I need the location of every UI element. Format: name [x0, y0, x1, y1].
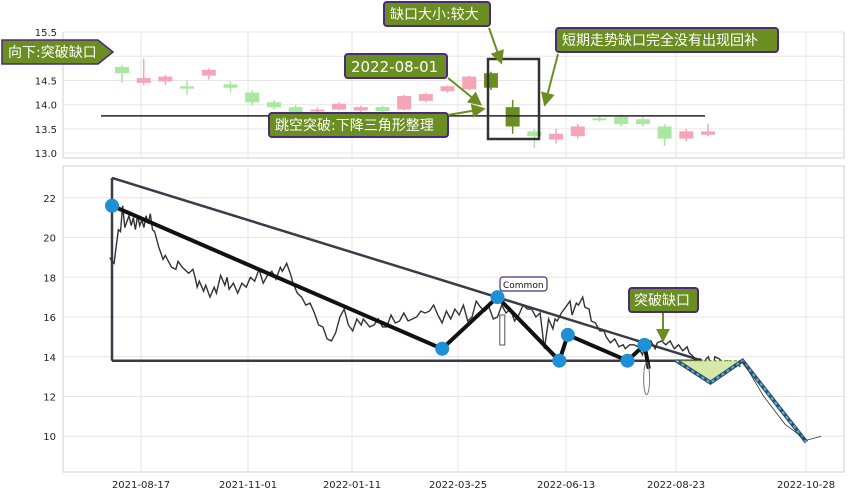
candle-body — [440, 86, 455, 92]
candle-body — [245, 92, 260, 103]
pivot-points — [105, 198, 652, 368]
pivot-point — [490, 290, 505, 305]
candle-body — [353, 107, 368, 111]
candle-body — [136, 78, 151, 83]
price-x-ticks: 2021-08-17 2021-11-01 2022-01-11 2022-03-25… — [112, 480, 835, 491]
candle-body — [332, 103, 347, 110]
candle-body — [701, 131, 715, 135]
y-tick-label: 20 — [43, 234, 56, 245]
candle-body — [288, 107, 303, 112]
candle-body — [375, 107, 390, 111]
pivot-point — [560, 327, 575, 342]
gap-status-label: 短期走势缺口完全没有出现回补 — [541, 27, 779, 107]
pivot-point — [105, 198, 119, 213]
candle-body — [158, 76, 173, 82]
projection — [674, 357, 822, 444]
candle-body — [549, 133, 564, 140]
pivot-point — [637, 337, 652, 352]
gap-highlight-box — [486, 57, 541, 141]
x-tick-label: 2022-01-11 — [323, 480, 381, 491]
gap-markers — [499, 314, 651, 396]
y-tick-label: 13.0 — [35, 149, 57, 160]
projection-arc — [742, 360, 822, 441]
y-tick-label: 15.5 — [35, 28, 57, 39]
gap-pattern-text: 跳空突破:下降三角形整理 — [275, 118, 434, 134]
candle-body — [201, 69, 216, 76]
y-tick-label: 18 — [43, 273, 56, 284]
gap-direction-text: 向下:突破缺口 — [8, 45, 97, 61]
candle-body — [397, 95, 412, 110]
annotation-labels: 向下:突破缺口 缺口大小:较大 短期走势缺口完全没有出现回补 2022-08-0… — [1, 1, 779, 343]
price-panel: 22 20 18 16 14 12 10 2021-08-17 2021-11-01 2022-… — [43, 165, 845, 491]
candle-body — [527, 131, 542, 137]
candle-body — [266, 102, 281, 108]
candle-body — [223, 84, 238, 88]
x-tick-label: 2022-06-13 — [537, 480, 595, 491]
x-tick-label: 2022-03-25 — [429, 480, 487, 491]
price-line — [109, 205, 741, 373]
candle-body — [679, 131, 694, 139]
candle-body — [657, 126, 672, 139]
candle-body — [115, 66, 129, 74]
candle-body — [462, 76, 477, 90]
x-tick-label: 2021-11-01 — [219, 480, 277, 491]
x-tick-label: 2021-08-17 — [112, 480, 170, 491]
gap-date-label: 2022-08-01 — [344, 53, 483, 106]
gap-size-text: 缺口大小:较大 — [390, 7, 479, 23]
breakout-gap-marker — [643, 362, 651, 396]
price-grid — [63, 166, 844, 472]
common-gap-text: Common — [503, 281, 544, 291]
candle-body — [418, 94, 433, 101]
candle-body — [614, 116, 629, 125]
y-tick-label: 16 — [43, 313, 56, 324]
candle-body — [592, 118, 607, 121]
candle-body — [570, 126, 585, 137]
breakout-label: 突破缺口 — [628, 287, 699, 343]
gap-pattern-label: 跳空突破:下降三角形整理 — [268, 103, 486, 138]
price-y-ticks: 22 20 18 16 14 12 10 — [43, 194, 56, 443]
candle-body — [505, 107, 520, 127]
x-tick-label: 2022-10-28 — [777, 480, 835, 491]
breakout-text: 突破缺口 — [634, 293, 690, 309]
projection-line-dash — [675, 359, 808, 443]
common-gap-label: Common — [499, 276, 548, 292]
candle-body — [180, 86, 195, 89]
common-gap-marker — [499, 314, 506, 346]
y-tick-label: 13.5 — [35, 125, 57, 136]
gap-date-text: 2022-08-01 — [351, 58, 438, 76]
y-tick-label: 12 — [43, 392, 56, 403]
y-tick-label: 14 — [43, 353, 56, 364]
y-tick-label: 10 — [43, 432, 56, 443]
y-tick-label: 14.0 — [35, 101, 57, 112]
y-tick-label: 14.5 — [35, 76, 57, 87]
candle-body — [483, 73, 498, 88]
candle-body — [635, 119, 650, 125]
candle-body — [310, 109, 325, 112]
gap-status-text: 短期走势缺口完全没有出现回补 — [562, 32, 758, 49]
pivot-point — [620, 353, 635, 368]
gap-direction-label: 向下:突破缺口 — [1, 39, 115, 65]
pivot-point — [435, 341, 450, 356]
pivot-point — [552, 353, 567, 368]
x-tick-label: 2022-08-23 — [647, 480, 705, 491]
gap-size-label: 缺口大小:较大 — [383, 1, 504, 65]
y-tick-label: 22 — [43, 194, 56, 205]
